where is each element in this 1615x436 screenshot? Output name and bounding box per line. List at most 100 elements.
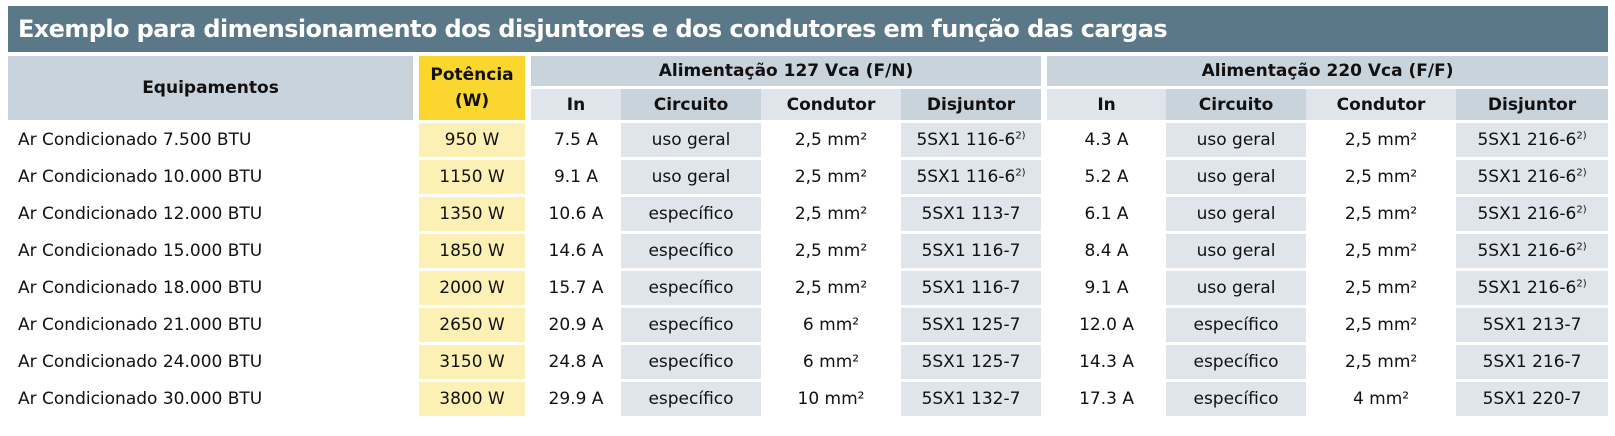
condutor-220-cell: 2,5 mm² bbox=[1306, 268, 1457, 305]
disjuntor-127-cell: 5SX1 113-7 bbox=[901, 194, 1042, 231]
in-220-value: 4.3 A bbox=[1084, 130, 1129, 150]
in-220-value: 5.2 A bbox=[1084, 167, 1129, 187]
table-row: Ar Condicionado 21.000 BTU 2650 W 20.9 A es… bbox=[8, 305, 1609, 342]
table-title: Exemplo para dimensionamento dos disjunt… bbox=[8, 6, 1608, 52]
equipment-cell: Ar Condicionado 12.000 BTU bbox=[8, 194, 413, 231]
circuito-220-cell: uso geral bbox=[1166, 157, 1307, 194]
equipment-cell: Ar Condicionado 7.500 BTU bbox=[8, 120, 413, 157]
disjuntor-127-value: 5SX1 125-7 bbox=[921, 352, 1021, 372]
header-row-columns: In Circuito Condutor Disjuntor In Circui… bbox=[8, 86, 1609, 120]
potencia-value: 2000 W bbox=[439, 278, 505, 298]
circuito-220-value: específico bbox=[1193, 352, 1279, 372]
header-group-127: Alimentação 127 Vca (F/N) bbox=[531, 56, 1042, 86]
in-127-cell: 9.1 A bbox=[531, 157, 621, 194]
circuito-220-value: uso geral bbox=[1196, 130, 1276, 150]
potencia-cell: 2000 W bbox=[413, 268, 531, 305]
equipment-value: Ar Condicionado 12.000 BTU bbox=[18, 204, 263, 224]
table-row: Ar Condicionado 30.000 BTU 3800 W 29.9 A es… bbox=[8, 379, 1609, 416]
condutor-127-value: 2,5 mm² bbox=[794, 204, 868, 224]
condutor-127-value: 6 mm² bbox=[802, 315, 860, 335]
condutor-127-value: 2,5 mm² bbox=[794, 241, 868, 261]
circuito-127-value: uso geral bbox=[651, 130, 731, 150]
circuito-127-value: específico bbox=[648, 352, 734, 372]
disjuntor-220-cell: 5SX1 220-7 bbox=[1456, 379, 1609, 416]
header-in-220: In bbox=[1041, 86, 1167, 120]
condutor-220-cell: 2,5 mm² bbox=[1306, 342, 1457, 379]
circuito-127-value: específico bbox=[648, 241, 734, 261]
disjuntor-127-cell: 5SX1 116-7 bbox=[901, 231, 1042, 268]
potencia-cell: 1350 W bbox=[413, 194, 531, 231]
in-220-cell: 8.4 A bbox=[1041, 231, 1167, 268]
disjuntor-220-value: 5SX1 213-7 bbox=[1482, 315, 1582, 335]
table-body: Ar Condicionado 7.500 BTU 950 W 7.5 A uso g… bbox=[8, 120, 1609, 416]
header-group-220: Alimentação 220 Vca (F/F) bbox=[1041, 56, 1609, 86]
circuito-127-cell: específico bbox=[621, 379, 761, 416]
in-127-cell: 10.6 A bbox=[531, 194, 621, 231]
condutor-127-cell: 10 mm² bbox=[761, 379, 901, 416]
circuito-220-cell: uso geral bbox=[1166, 194, 1307, 231]
in-220-value: 9.1 A bbox=[1084, 278, 1129, 298]
condutor-220-cell: 2,5 mm² bbox=[1306, 194, 1457, 231]
condutor-127-value: 10 mm² bbox=[797, 389, 865, 409]
in-127-cell: 29.9 A bbox=[531, 379, 621, 416]
disjuntor-127-value: 5SX1 116-7 bbox=[921, 278, 1021, 298]
condutor-127-value: 2,5 mm² bbox=[794, 278, 868, 298]
header-disjuntor-127: Disjuntor bbox=[901, 86, 1042, 120]
in-220-value: 6.1 A bbox=[1084, 204, 1129, 224]
condutor-127-value: 2,5 mm² bbox=[794, 130, 868, 150]
header-potencia-line2: (W) bbox=[454, 91, 490, 111]
potencia-cell: 2650 W bbox=[413, 305, 531, 342]
disjuntor-127-value: 5SX1 116-6 bbox=[916, 130, 1016, 150]
header-equipamentos: Equipamentos bbox=[8, 56, 413, 120]
circuito-220-cell: específico bbox=[1166, 305, 1307, 342]
circuito-220-value: uso geral bbox=[1196, 278, 1276, 298]
disjuntor-220-value: 5SX1 216-7 bbox=[1482, 352, 1582, 372]
equipment-cell: Ar Condicionado 30.000 BTU bbox=[8, 379, 413, 416]
condutor-127-value: 6 mm² bbox=[802, 352, 860, 372]
in-127-value: 14.6 A bbox=[548, 241, 604, 261]
equipment-value: Ar Condicionado 15.000 BTU bbox=[18, 241, 263, 261]
disjuntor-220-value: 5SX1 216-6 bbox=[1477, 278, 1577, 298]
circuito-220-cell: uso geral bbox=[1166, 120, 1307, 157]
circuito-127-value: específico bbox=[648, 315, 734, 335]
potencia-value: 950 W bbox=[444, 130, 500, 150]
in-127-cell: 15.7 A bbox=[531, 268, 621, 305]
circuito-127-value: uso geral bbox=[651, 167, 731, 187]
disjuntor-127-value: 5SX1 116-6 bbox=[916, 167, 1016, 187]
table-row: Ar Condicionado 18.000 BTU 2000 W 15.7 A es… bbox=[8, 268, 1609, 305]
in-220-value: 8.4 A bbox=[1084, 241, 1129, 261]
condutor-220-value: 4 mm² bbox=[1352, 389, 1410, 409]
header-in-127: In bbox=[531, 86, 621, 120]
disjuntor-220-value: 5SX1 220-7 bbox=[1482, 389, 1582, 409]
potencia-cell: 1850 W bbox=[413, 231, 531, 268]
in-127-value: 24.8 A bbox=[548, 352, 604, 372]
equipment-value: Ar Condicionado 24.000 BTU bbox=[18, 352, 263, 372]
disjuntor-127-cell: 5SX1 125-7 bbox=[901, 305, 1042, 342]
condutor-220-cell: 2,5 mm² bbox=[1306, 157, 1457, 194]
disjuntor-220-cell: 5SX1 216-7 bbox=[1456, 342, 1609, 379]
footnote-marker: 2) bbox=[1576, 167, 1587, 179]
circuito-220-value: uso geral bbox=[1196, 167, 1276, 187]
in-127-cell: 7.5 A bbox=[531, 120, 621, 157]
in-220-cell: 14.3 A bbox=[1041, 342, 1167, 379]
condutor-220-cell: 2,5 mm² bbox=[1306, 120, 1457, 157]
circuito-220-cell: específico bbox=[1166, 379, 1307, 416]
header-circuito-127: Circuito bbox=[621, 86, 761, 120]
condutor-220-value: 2,5 mm² bbox=[1344, 241, 1418, 261]
circuito-127-cell: uso geral bbox=[621, 157, 761, 194]
condutor-220-value: 2,5 mm² bbox=[1344, 352, 1418, 372]
disjuntor-127-value: 5SX1 132-7 bbox=[921, 389, 1021, 409]
condutor-127-cell: 2,5 mm² bbox=[761, 157, 901, 194]
circuito-220-value: uso geral bbox=[1196, 241, 1276, 261]
equipment-cell: Ar Condicionado 24.000 BTU bbox=[8, 342, 413, 379]
condutor-127-value: 2,5 mm² bbox=[794, 167, 868, 187]
equipment-value: Ar Condicionado 30.000 BTU bbox=[18, 389, 263, 409]
in-220-value: 17.3 A bbox=[1079, 389, 1134, 409]
disjuntor-127-cell: 5SX1 116-7 bbox=[901, 268, 1042, 305]
in-220-cell: 9.1 A bbox=[1041, 268, 1167, 305]
in-127-cell: 14.6 A bbox=[531, 231, 621, 268]
table-row: Ar Condicionado 24.000 BTU 3150 W 24.8 A es… bbox=[8, 342, 1609, 379]
header-disjuntor-220: Disjuntor bbox=[1456, 86, 1609, 120]
condutor-127-cell: 6 mm² bbox=[761, 305, 901, 342]
disjuntor-220-value: 5SX1 216-6 bbox=[1477, 241, 1577, 261]
